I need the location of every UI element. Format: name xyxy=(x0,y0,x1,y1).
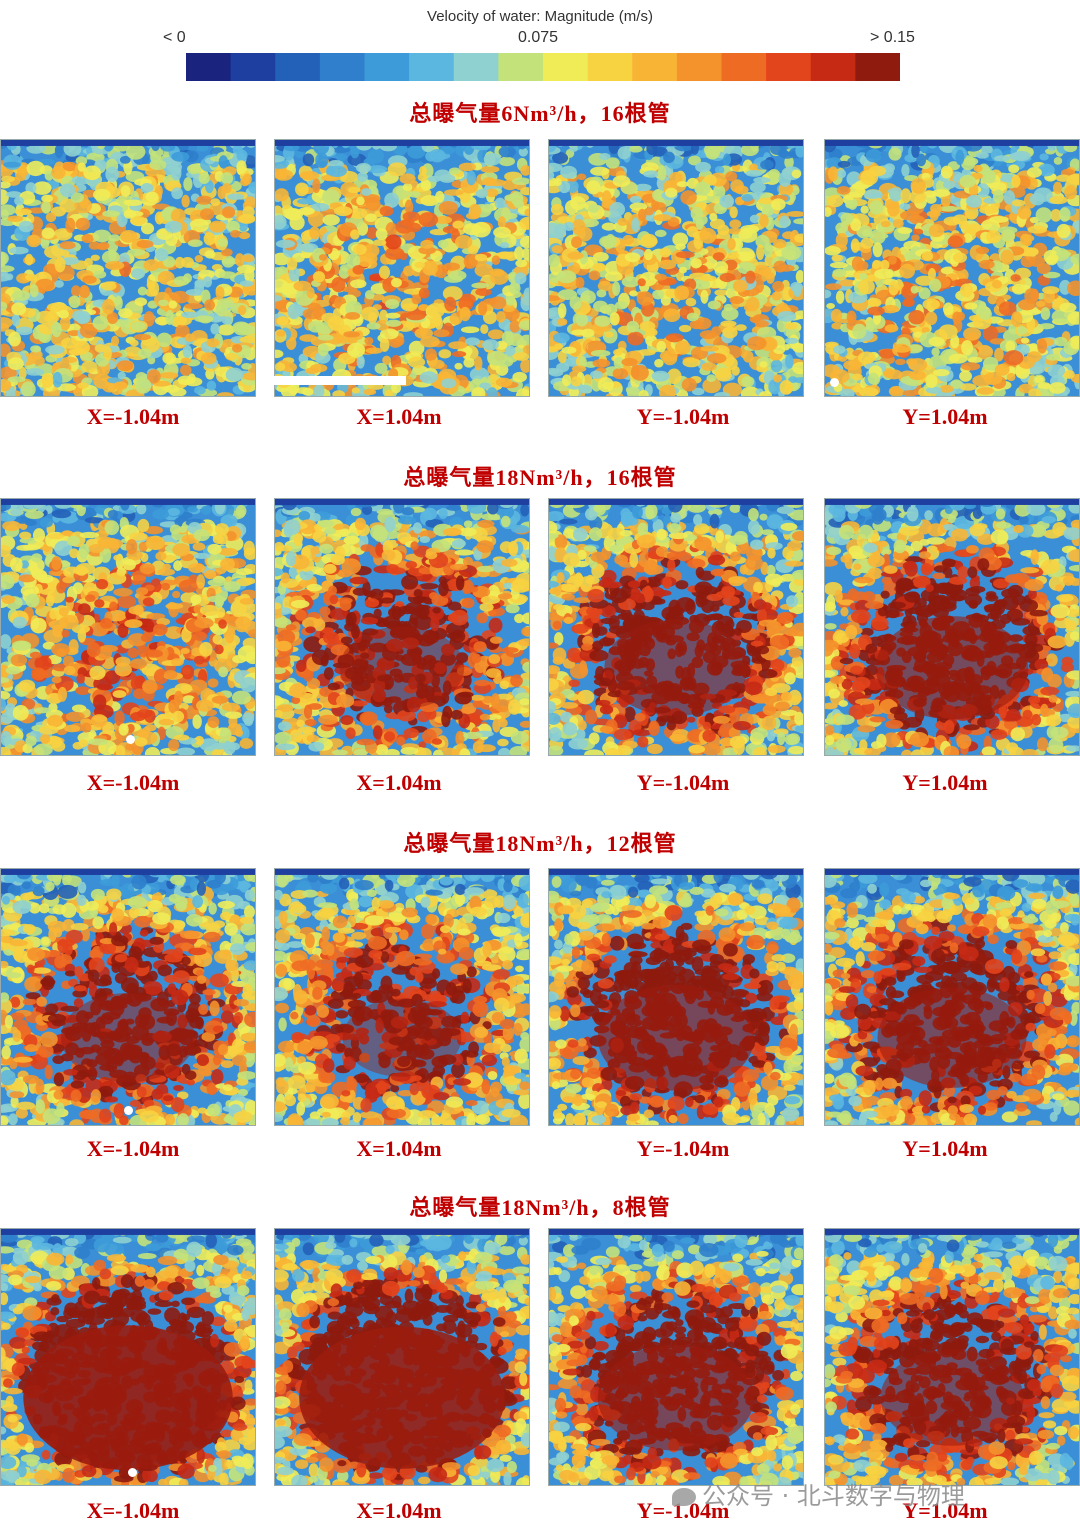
panel-label: X=-1.04m xyxy=(86,1498,180,1523)
scale-bar xyxy=(274,376,406,385)
section-title: 总曝气量18Nm³/h，12根管 xyxy=(403,831,677,856)
panel-label: Y=1.04m xyxy=(902,1498,988,1523)
contour-panel xyxy=(548,1228,804,1486)
contour-panel xyxy=(0,139,256,397)
contour-panel xyxy=(824,498,1080,756)
contour-panel xyxy=(548,498,804,756)
colorbar xyxy=(186,53,900,81)
colorbar-segment xyxy=(498,53,544,81)
colorbar-segment xyxy=(766,53,812,81)
contour-panel xyxy=(824,1228,1080,1486)
colorbar-segment xyxy=(364,53,410,81)
marker-dot xyxy=(126,735,135,744)
contour-panel xyxy=(0,868,256,1126)
panel-label: X=-1.04m xyxy=(86,1136,180,1161)
colorbar-segment xyxy=(721,53,767,81)
panel-label: X=1.04m xyxy=(356,770,442,795)
contour-panel xyxy=(0,1228,256,1486)
panel-label: Y=-1.04m xyxy=(636,404,730,429)
section-title: 总曝气量18Nm³/h，16根管 xyxy=(403,465,677,490)
colorbar-segment xyxy=(855,53,900,81)
colorbar-segment xyxy=(409,53,455,81)
panel-label: Y=1.04m xyxy=(902,404,988,429)
contour-panel xyxy=(274,868,530,1126)
marker-dot xyxy=(830,378,839,387)
colorbar-segment xyxy=(230,53,276,81)
panel-label: Y=-1.04m xyxy=(636,770,730,795)
panel-label: X=-1.04m xyxy=(86,770,180,795)
panel-label: X=-1.04m xyxy=(86,404,180,429)
legend-max-label: > 0.15 xyxy=(870,29,915,46)
contour-panel xyxy=(274,498,530,756)
contour-panel xyxy=(0,498,256,756)
section-title: 总曝气量18Nm³/h，8根管 xyxy=(409,1195,671,1220)
contour-panel xyxy=(274,1228,530,1486)
legend-mid-label: 0.075 xyxy=(518,29,559,46)
watermark: 公众号 · 北斗数字与物理 xyxy=(672,1476,965,1511)
contour-panel xyxy=(548,868,804,1126)
marker-dot xyxy=(124,1106,133,1115)
legend-title: Velocity of water: Magnitude (m/s) xyxy=(427,8,653,25)
marker-dot xyxy=(128,1468,137,1477)
contour-panel xyxy=(548,139,804,397)
colorbar-segment xyxy=(676,53,723,81)
section-title: 总曝气量6Nm³/h，16根管 xyxy=(409,101,671,126)
colorbar-segment xyxy=(319,53,366,81)
colorbar-segment xyxy=(543,53,589,81)
contour-panel xyxy=(824,139,1080,397)
legend-min-label: < 0 xyxy=(163,29,186,46)
colorbar-segment xyxy=(632,53,678,81)
panel-label: Y=-1.04m xyxy=(636,1136,730,1161)
colorbar-segment xyxy=(186,53,232,81)
panel-label: Y=1.04m xyxy=(902,770,988,795)
colorbar-segment xyxy=(810,53,856,81)
colorbar-segment xyxy=(587,53,633,81)
panel-label: X=1.04m xyxy=(356,404,442,429)
contour-panel xyxy=(274,139,530,397)
panel-label: Y=1.04m xyxy=(902,1136,988,1161)
wechat-icon xyxy=(672,1488,696,1506)
colorbar-segment xyxy=(453,53,499,81)
colorbar-segment xyxy=(275,53,321,81)
panel-label: X=1.04m xyxy=(356,1498,442,1523)
panel-label: X=1.04m xyxy=(356,1136,442,1161)
watermark-text: 公众号 · 北斗数字与物理 xyxy=(702,1482,965,1510)
contour-panel xyxy=(824,868,1080,1126)
